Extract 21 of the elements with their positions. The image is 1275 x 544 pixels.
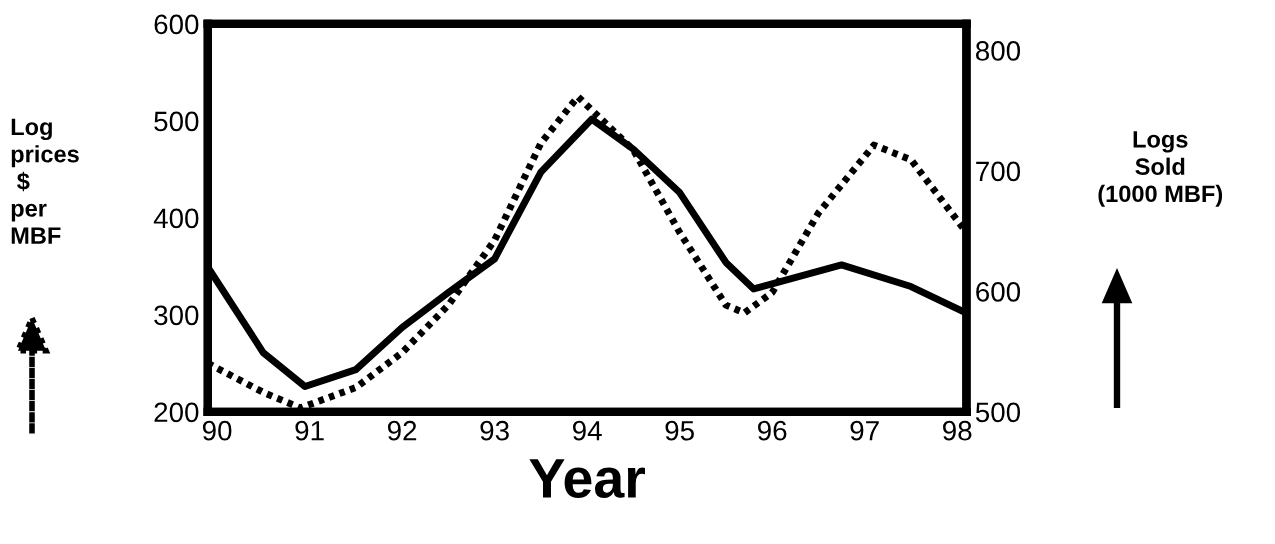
x-tick-label: 91 <box>295 420 324 441</box>
y-tick-label: 400 <box>153 208 199 229</box>
x-tick-label: 97 <box>850 420 879 441</box>
y-tick-label: 200 <box>154 402 199 423</box>
x-tick-label: 90 <box>202 420 232 441</box>
x-tick-label: 94 <box>572 420 602 441</box>
x-tick-label: 92 <box>387 420 417 441</box>
y2-tick-label: 700 <box>976 161 1021 182</box>
y2-tick-label: 500 <box>975 402 1021 423</box>
y2-tick-label: 800 <box>975 41 1021 61</box>
y-tick-label: 300 <box>154 305 199 326</box>
x-tick-label: 98 <box>943 420 972 441</box>
y2-axis-title: Logs Sold (1000 MBF) <box>1098 131 1223 207</box>
x-axis-title: Year <box>529 459 646 498</box>
x-tick-label: 93 <box>480 420 509 441</box>
x-tick-label: 96 <box>758 420 787 441</box>
x-tick-label: 95 <box>665 420 694 441</box>
y-axis-title: Log prices $ per MBF <box>11 118 79 244</box>
y-tick-label: 500 <box>154 111 199 132</box>
y2-tick-label: 600 <box>976 282 1021 302</box>
y-tick-label: 600 <box>154 14 199 35</box>
